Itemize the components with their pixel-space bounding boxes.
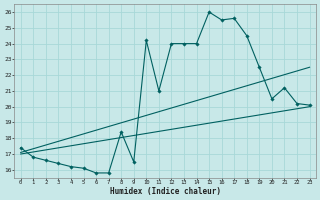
X-axis label: Humidex (Indice chaleur): Humidex (Indice chaleur) [110,187,220,196]
